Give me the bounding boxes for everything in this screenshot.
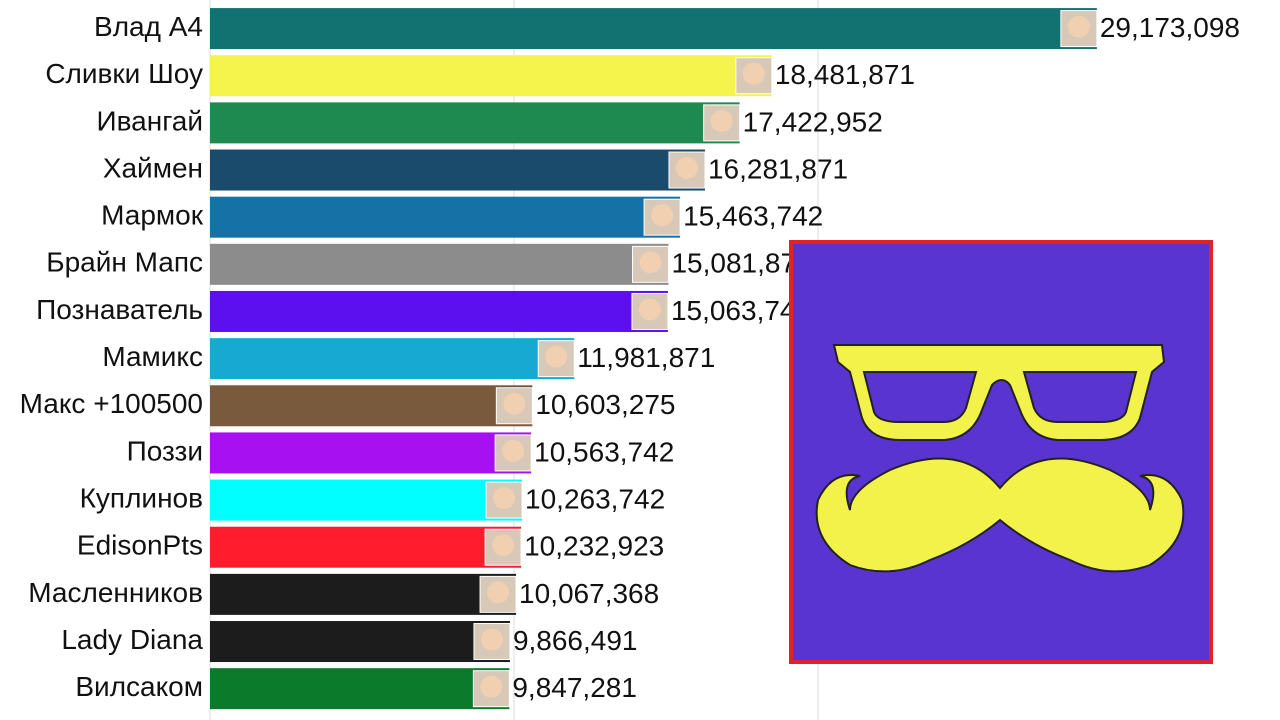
avatar-face (493, 487, 516, 510)
bar (210, 102, 740, 144)
bar (210, 290, 668, 332)
value-label: 18,481,871 (775, 59, 915, 90)
avatar-face (651, 204, 674, 227)
value-label: 10,603,275 (535, 389, 675, 420)
y-tick-label: EdisonPts (77, 530, 203, 561)
value-label: 9,866,491 (513, 625, 638, 656)
y-tick-label: Познаватель (36, 294, 203, 325)
y-tick-label: Мамикс (102, 341, 203, 372)
y-tick-label: Масленников (28, 577, 203, 608)
value-label: 15,463,742 (683, 201, 823, 232)
y-tick-label: Lady Diana (61, 624, 203, 655)
y-tick-label: Куплинов (80, 482, 203, 513)
y-tick-label: Макс +100500 (20, 388, 203, 419)
y-tick-label: Мармок (101, 200, 204, 231)
value-label: 29,173,098 (1100, 12, 1240, 43)
y-tick-label: Вилсаком (75, 671, 203, 702)
bar (210, 55, 772, 97)
value-label: 10,067,368 (519, 578, 659, 609)
value-label: 10,232,923 (524, 531, 664, 562)
y-tick-label: Хаймен (103, 152, 203, 183)
bar (210, 479, 523, 521)
avatar-face (638, 298, 661, 321)
avatar-face (1067, 15, 1090, 38)
bar (210, 526, 522, 568)
bar (210, 149, 705, 191)
logo-glasses (832, 344, 1166, 441)
avatar-face (545, 345, 568, 368)
bar (210, 243, 669, 285)
value-label: 10,263,742 (525, 483, 665, 514)
value-label: 15,063,742 (671, 295, 811, 326)
y-tick-label: Поззи (127, 435, 203, 466)
bar (210, 385, 533, 427)
avatar-face (639, 251, 662, 274)
avatar-face (480, 675, 503, 698)
logo-mustache (815, 457, 1185, 573)
bar (210, 432, 532, 474)
avatar-face (742, 62, 765, 85)
bar (210, 573, 517, 615)
avatar-face (492, 534, 515, 557)
avatar-face (675, 157, 698, 180)
y-tick-label: Брайн Мапс (46, 247, 203, 278)
y-tick-label: Влад А4 (94, 11, 203, 42)
value-label: 17,422,952 (743, 106, 883, 137)
channel-logo (789, 240, 1213, 664)
bar (210, 338, 575, 380)
avatar-face (502, 439, 525, 462)
value-label: 9,847,281 (512, 672, 637, 703)
bar (210, 196, 681, 238)
logo-frame (789, 240, 1213, 664)
value-label: 15,081,871 (671, 248, 811, 279)
y-tick-label: Сливки Шоу (45, 58, 203, 89)
bar (210, 8, 1097, 50)
avatar-face (710, 109, 733, 132)
value-label: 16,281,871 (708, 153, 848, 184)
bar (210, 621, 510, 663)
value-label: 11,981,871 (577, 342, 715, 373)
y-tick-label: Ивангай (96, 105, 203, 136)
plot-area: Влад А4 29,173,098 Сливки Шоу 18,481,871 Ива… (20, 0, 1240, 720)
value-label: 10,563,742 (534, 436, 674, 467)
avatar-face (503, 392, 526, 415)
avatar-face (480, 628, 503, 651)
bar (210, 668, 510, 710)
avatar-face (487, 581, 510, 604)
